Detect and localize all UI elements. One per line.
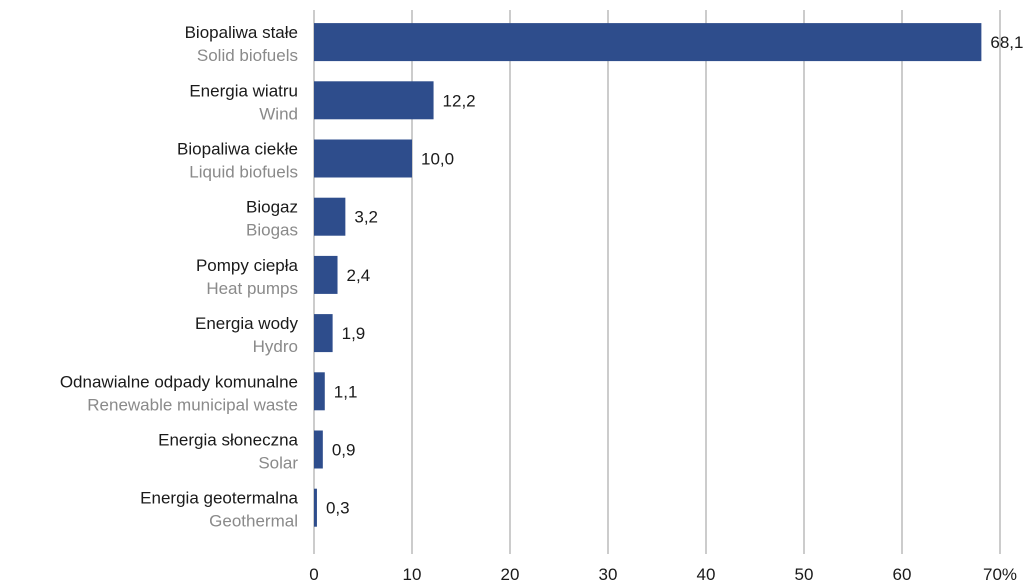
value-label-4: 2,4 bbox=[347, 266, 371, 285]
bar-1 bbox=[314, 81, 434, 120]
x-tick-label-60: 60 bbox=[893, 565, 912, 584]
category-label-en-4: Heat pumps bbox=[206, 279, 298, 298]
category-label-pl-5: Energia wody bbox=[195, 314, 299, 333]
category-label-pl-0: Biopaliwa stałe bbox=[185, 23, 298, 42]
x-tick-label-40: 40 bbox=[697, 565, 716, 584]
bar-6 bbox=[314, 372, 325, 411]
category-label-pl-2: Biopaliwa ciekłe bbox=[177, 140, 298, 159]
value-label-5: 1,9 bbox=[342, 324, 366, 343]
value-label-0: 68,1 bbox=[990, 33, 1023, 52]
value-label-6: 1,1 bbox=[334, 382, 358, 401]
x-tick-label-0: 0 bbox=[309, 565, 318, 584]
category-label-pl-7: Energia słoneczna bbox=[158, 431, 298, 450]
category-label-pl-8: Energia geotermalna bbox=[140, 489, 298, 508]
x-tick-label-30: 30 bbox=[599, 565, 618, 584]
bar-8 bbox=[314, 488, 317, 527]
category-labels: Biopaliwa stałe Solid biofuels Energia wia… bbox=[60, 23, 299, 531]
bar-5 bbox=[314, 314, 333, 353]
category-label-en-7: Solar bbox=[258, 454, 298, 473]
category-label-pl-3: Biogaz bbox=[246, 198, 298, 217]
value-label-7: 0,9 bbox=[332, 441, 356, 460]
category-label-en-8: Geothermal bbox=[209, 512, 298, 531]
x-tick-label-50: 50 bbox=[795, 565, 814, 584]
x-tick-label-10: 10 bbox=[403, 565, 422, 584]
category-label-en-2: Liquid biofuels bbox=[189, 163, 298, 182]
value-label-2: 10,0 bbox=[421, 150, 454, 169]
value-label-8: 0,3 bbox=[326, 499, 350, 518]
value-labels: 68,1 12,2 10,0 3,2 2,4 1,9 1,1 0,9 0,3 bbox=[326, 33, 1024, 518]
bar-0 bbox=[314, 23, 982, 62]
category-label-pl-1: Energia wiatru bbox=[189, 81, 298, 100]
bar-4 bbox=[314, 255, 338, 294]
x-tick-label-70: 70% bbox=[983, 565, 1017, 584]
category-label-en-1: Wind bbox=[259, 104, 298, 123]
category-label-en-0: Solid biofuels bbox=[197, 46, 298, 65]
bar-3 bbox=[314, 197, 346, 236]
category-label-en-6: Renewable municipal waste bbox=[87, 395, 298, 414]
bars bbox=[314, 23, 982, 527]
x-axis-ticks: 0 10 20 30 40 50 60 70% bbox=[309, 565, 1017, 584]
bar-7 bbox=[314, 430, 323, 469]
bar-2 bbox=[314, 139, 412, 178]
category-label-pl-6: Odnawialne odpady komunalne bbox=[60, 372, 298, 391]
category-label-pl-4: Pompy ciepła bbox=[196, 256, 299, 275]
category-label-en-3: Biogas bbox=[246, 221, 298, 240]
value-label-1: 12,2 bbox=[443, 91, 476, 110]
x-tick-label-20: 20 bbox=[501, 565, 520, 584]
value-label-3: 3,2 bbox=[354, 208, 378, 227]
category-label-en-5: Hydro bbox=[253, 337, 298, 356]
